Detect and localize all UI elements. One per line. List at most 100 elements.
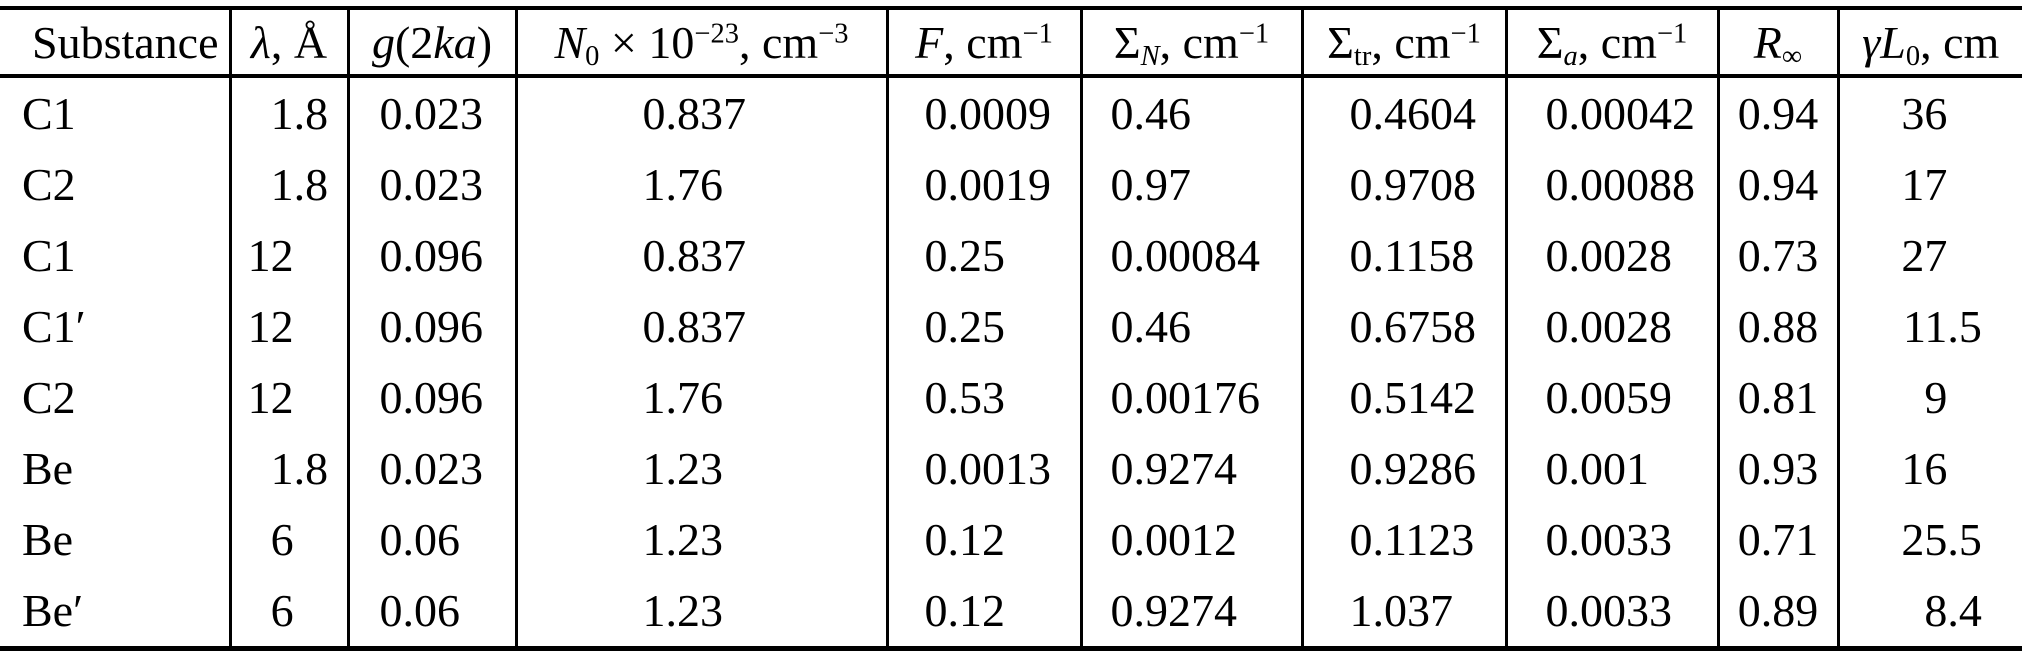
cell-n0: 1.23 <box>514 433 887 504</box>
decimal-number: 12 <box>247 301 294 352</box>
decimal-number: 11.5 <box>1903 301 1982 352</box>
cell-sigma-tr: 0.9286 <box>1300 433 1506 504</box>
col-header-sigma-n: ΣN, cm−1 <box>1079 8 1302 78</box>
cell-g2ka: 0.06 <box>346 504 516 575</box>
cell-sigma-a: 0.0028 <box>1504 291 1718 362</box>
col-header-n0: N0 × 10−23, cm−3 <box>514 8 887 78</box>
cell-r-inf: 0.94 <box>1716 149 1838 220</box>
decimal-number: 17 <box>1901 159 1948 210</box>
cell-sigma-n: 0.00084 <box>1079 220 1302 291</box>
cell-sigma-n: 0.9274 <box>1079 433 1302 504</box>
header-text-run: −3 <box>818 17 849 49</box>
cell-sigma-tr: 1.037 <box>1300 575 1506 649</box>
cell-r-inf: 0.89 <box>1716 575 1838 649</box>
col-header-g2ka: g(2ka) <box>346 8 516 78</box>
header-text-run: ka <box>433 16 477 68</box>
cell-lambda: 6 <box>228 575 348 649</box>
cell-sigma-a: 0.0033 <box>1504 575 1718 649</box>
cell-sigma-n: 0.46 <box>1079 291 1302 362</box>
header-text-run: , cm <box>1920 16 2000 68</box>
cell-f: 0.25 <box>885 291 1081 362</box>
cell-substance: Be′ <box>22 585 84 636</box>
cell-n0: 0.837 <box>514 291 887 362</box>
cell-lambda: 12 <box>228 291 348 362</box>
header-text-run: 0 <box>1905 40 1921 72</box>
header-text-run: , cm <box>1371 16 1451 68</box>
header-text-run: , cm <box>738 16 819 68</box>
cell-lambda: 12 <box>228 220 348 291</box>
cell-sigma-a: 0.0033 <box>1504 504 1718 575</box>
cell-r-inf: 0.94 <box>1716 76 1838 149</box>
header-text-run: Σ <box>1536 16 1564 68</box>
cell-sigma-n: 0.9274 <box>1079 575 1302 649</box>
decimal-number: 16 <box>1901 443 1948 494</box>
header-text-run: γL <box>1862 16 1906 68</box>
cell-sigma-tr: 0.5142 <box>1300 362 1506 433</box>
cell-g2ka: 0.023 <box>346 76 516 149</box>
cell-lambda: 12 <box>228 362 348 433</box>
cell-substance: C2 <box>22 159 76 210</box>
header-text-run: Substance <box>31 16 219 68</box>
cell-gamma-l0: 8.4 <box>1836 575 2022 649</box>
cell-sigma-a: 0.0059 <box>1504 362 1718 433</box>
decimal-number: 1.8 <box>270 88 329 139</box>
cell-r-inf: 0.71 <box>1716 504 1838 575</box>
header-text-run: ) <box>476 16 493 68</box>
cell-n0: 0.837 <box>514 76 887 149</box>
header-text-run: Σ <box>1327 16 1354 68</box>
header-text-run: tr <box>1353 40 1372 72</box>
col-header-substance: Substance <box>0 8 230 78</box>
table-row: C2 1.8 0.023 1.76 0.0019 0.97 0.9708 0.00088 0.9… <box>0 149 2022 220</box>
cell-sigma-tr: 0.1158 <box>1300 220 1506 291</box>
header-text-run: −1 <box>1450 17 1481 49</box>
cell-gamma-l0: 17 <box>1836 149 2022 220</box>
cell-gamma-l0: 27 <box>1836 220 2022 291</box>
cell-g2ka: 0.06 <box>346 575 516 649</box>
cell-n0: 0.837 <box>514 220 887 291</box>
cell-f: 0.0019 <box>885 149 1081 220</box>
cell-lambda: 1.8 <box>228 76 348 149</box>
cell-n0: 1.23 <box>514 575 887 649</box>
table-row: Be 6 0.06 1.23 0.12 0.0012 0.1123 0.0033 0.71 25.… <box>0 504 2022 575</box>
cell-f: 0.0009 <box>885 76 1081 149</box>
cell-substance: Be <box>22 514 74 565</box>
table-row: C1′ 12 0.096 0.837 0.25 0.46 0.6758 0.0028 0.88 1… <box>0 291 2022 362</box>
cell-substance: C1 <box>22 88 76 139</box>
cell-sigma-n: 0.97 <box>1079 149 1302 220</box>
cell-sigma-a: 0.0028 <box>1504 220 1718 291</box>
cell-f: 0.0013 <box>885 433 1081 504</box>
col-header-gamma-l0: γL0, cm <box>1836 8 2022 78</box>
cell-gamma-l0: 11.5 <box>1836 291 2022 362</box>
header-text-run: , cm <box>1159 16 1239 68</box>
cell-f: 0.12 <box>885 575 1081 649</box>
cell-n0: 1.76 <box>514 149 887 220</box>
cell-substance: C1′ <box>22 301 86 352</box>
header-text-run: , cm <box>943 16 1023 68</box>
header-text-run: −1 <box>1238 17 1270 49</box>
decimal-number: 1.8 <box>270 159 329 210</box>
cell-sigma-a: 0.00088 <box>1504 149 1718 220</box>
decimal-number: 12 <box>247 372 294 423</box>
table-row: C1 12 0.096 0.837 0.25 0.00084 0.1158 0.0028 0.7… <box>0 220 2022 291</box>
cell-sigma-a: 0.001 <box>1504 433 1718 504</box>
col-header-sigma-tr: Σtr, cm−1 <box>1300 8 1506 78</box>
header-text-run: a <box>1563 40 1578 72</box>
header-text-run: ∞ <box>1781 40 1803 72</box>
header-text-run: N <box>554 16 586 68</box>
cell-sigma-tr: 0.4604 <box>1300 76 1506 149</box>
decimal-number: 9 <box>1924 372 1948 423</box>
col-header-sigma-a: Σa, cm−1 <box>1504 8 1718 78</box>
cell-f: 0.25 <box>885 220 1081 291</box>
cell-sigma-a: 0.00042 <box>1504 76 1718 149</box>
col-header-f: F, cm−1 <box>885 8 1081 78</box>
table-row: Be 1.8 0.023 1.23 0.0013 0.9274 0.9286 0.001 0.9… <box>0 433 2022 504</box>
cell-gamma-l0: 9 <box>1836 362 2022 433</box>
cell-lambda: 6 <box>228 504 348 575</box>
header-text-run: N <box>1140 40 1160 72</box>
header-text-run: g <box>371 16 395 68</box>
cell-gamma-l0: 36 <box>1836 76 2022 149</box>
header-text-run: −1 <box>1656 17 1688 49</box>
